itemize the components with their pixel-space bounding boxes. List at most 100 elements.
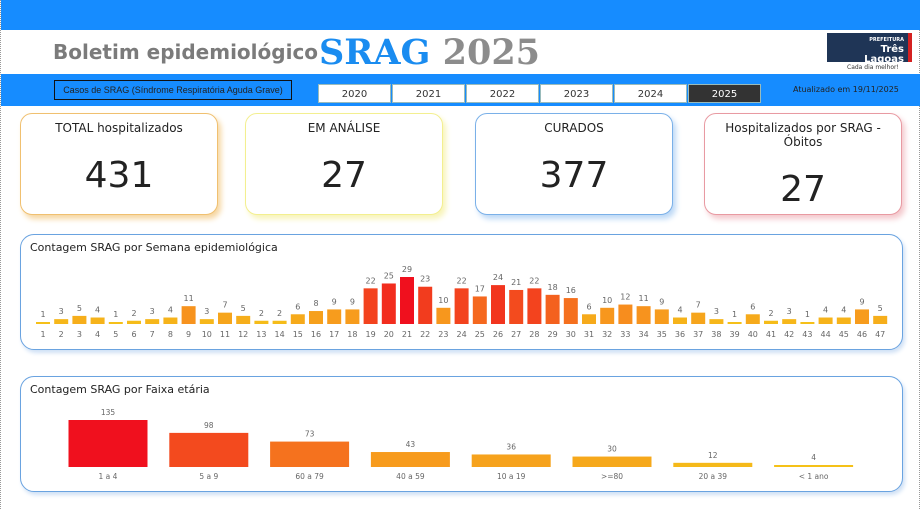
week-bar	[309, 311, 323, 324]
week-category-label: 17	[329, 330, 339, 339]
srag-year: 2025	[442, 32, 541, 73]
week-category-label: 47	[875, 330, 885, 339]
week-category-label: 40	[748, 330, 758, 339]
week-bar	[272, 320, 287, 324]
week-chart-title: Contagem SRAG por Semana epidemiológica	[30, 241, 278, 254]
week-bar	[36, 322, 50, 324]
week-bar	[400, 277, 414, 324]
week-bar	[836, 317, 851, 324]
week-value-label: 22	[366, 276, 376, 285]
week-value-label: 6	[295, 302, 300, 311]
week-category-label: 44	[821, 330, 831, 339]
week-category-label: 43	[802, 330, 812, 339]
week-category-label: 10	[202, 330, 212, 339]
week-bar	[855, 309, 869, 324]
year-2025-button[interactable]: 2025	[688, 84, 761, 103]
week-bar	[527, 288, 542, 324]
week-value-label: 9	[859, 297, 864, 306]
week-bar	[800, 322, 815, 324]
age-category-label: 5 a 9	[199, 472, 218, 481]
week-bar	[454, 288, 469, 324]
week-bar	[818, 317, 833, 324]
week-category-label: 35	[657, 330, 667, 339]
week-category-label: 12	[238, 330, 248, 339]
age-value-label: 4	[811, 453, 816, 462]
week-bar	[254, 320, 269, 324]
week-value-label: 22	[529, 276, 539, 285]
week-bar	[236, 315, 251, 324]
week-value-label: 17	[475, 284, 485, 293]
week-category-label: 34	[639, 330, 649, 339]
week-bar	[782, 319, 797, 324]
week-category-label: 2	[59, 330, 64, 339]
age-chart-panel: Contagem SRAG por Faixa etária	[20, 376, 903, 492]
week-bar	[636, 306, 651, 324]
week-value-label: 29	[402, 265, 412, 274]
week-category-label: 25	[475, 330, 485, 339]
week-category-label: 13	[256, 330, 266, 339]
year-2020-button[interactable]: 2020	[318, 84, 391, 103]
week-category-label: 1	[40, 330, 45, 339]
week-bar	[764, 320, 778, 324]
week-value-label: 12	[620, 293, 630, 302]
year-2024-button[interactable]: 2024	[614, 84, 687, 103]
week-bar	[509, 289, 524, 324]
week-value-label: 4	[823, 306, 828, 315]
card-label: TOTAL hospitalizados	[55, 121, 183, 135]
week-value-label: 5	[241, 304, 246, 313]
year-2021-button[interactable]: 2021	[392, 84, 465, 103]
card-obitos: Hospitalizados por SRAG - Óbitos 27	[704, 113, 902, 215]
week-value-label: 3	[150, 307, 155, 316]
srag-title: SRAG 2025	[319, 32, 540, 73]
week-value-label: 2	[277, 309, 282, 318]
week-value-label: 8	[313, 299, 318, 308]
week-category-label: 14	[275, 330, 285, 339]
prefeitura-logo: PREFEITURA Três Lagoas	[827, 33, 912, 65]
week-value-label: 18	[548, 283, 558, 292]
week-value-label: 4	[95, 306, 100, 315]
updated-date: Atualizado em 19/11/2025	[793, 85, 899, 94]
age-category-label: 40 a 59	[396, 472, 425, 481]
week-bar	[491, 285, 505, 324]
week-value-label: 22	[457, 276, 467, 285]
week-value-label: 24	[493, 273, 503, 282]
week-value-label: 10	[602, 296, 612, 305]
week-bar	[363, 288, 378, 324]
week-category-label: 27	[511, 330, 521, 339]
week-category-label: 46	[857, 330, 867, 339]
week-bar	[145, 319, 160, 324]
week-value-label: 1	[40, 310, 45, 319]
age-category-label: 10 a 19	[497, 472, 526, 481]
age-bar	[572, 456, 652, 467]
age-category-label: >=80	[601, 472, 623, 481]
week-category-label: 20	[384, 330, 394, 339]
week-value-label: 9	[332, 297, 337, 306]
week-category-label: 6	[131, 330, 136, 339]
week-value-label: 9	[350, 297, 355, 306]
week-value-label: 4	[168, 306, 173, 315]
week-bar	[90, 317, 105, 324]
week-category-label: 9	[186, 330, 191, 339]
age-value-label: 135	[101, 408, 116, 417]
subtitle-box: Casos de SRAG (Síndrome Respiratória Agu…	[54, 80, 292, 100]
page-title: Boletim epidemiológico	[53, 40, 319, 64]
week-category-label: 42	[784, 330, 794, 339]
week-category-label: 28	[529, 330, 539, 339]
week-category-label: 22	[420, 330, 430, 339]
top-band	[1, 0, 920, 30]
age-value-label: 43	[406, 440, 416, 449]
week-value-label: 3	[59, 307, 64, 316]
age-bar	[370, 452, 450, 467]
week-category-label: 32	[602, 330, 612, 339]
week-category-label: 39	[730, 330, 740, 339]
year-2022-button[interactable]: 2022	[466, 84, 539, 103]
week-bar	[582, 314, 596, 324]
week-value-label: 7	[222, 301, 227, 310]
age-bar	[673, 462, 753, 467]
week-value-label: 9	[659, 297, 664, 306]
week-bar	[181, 306, 196, 324]
card-value: 27	[321, 155, 367, 196]
week-bar	[108, 322, 123, 324]
year-2023-button[interactable]: 2023	[540, 84, 613, 103]
